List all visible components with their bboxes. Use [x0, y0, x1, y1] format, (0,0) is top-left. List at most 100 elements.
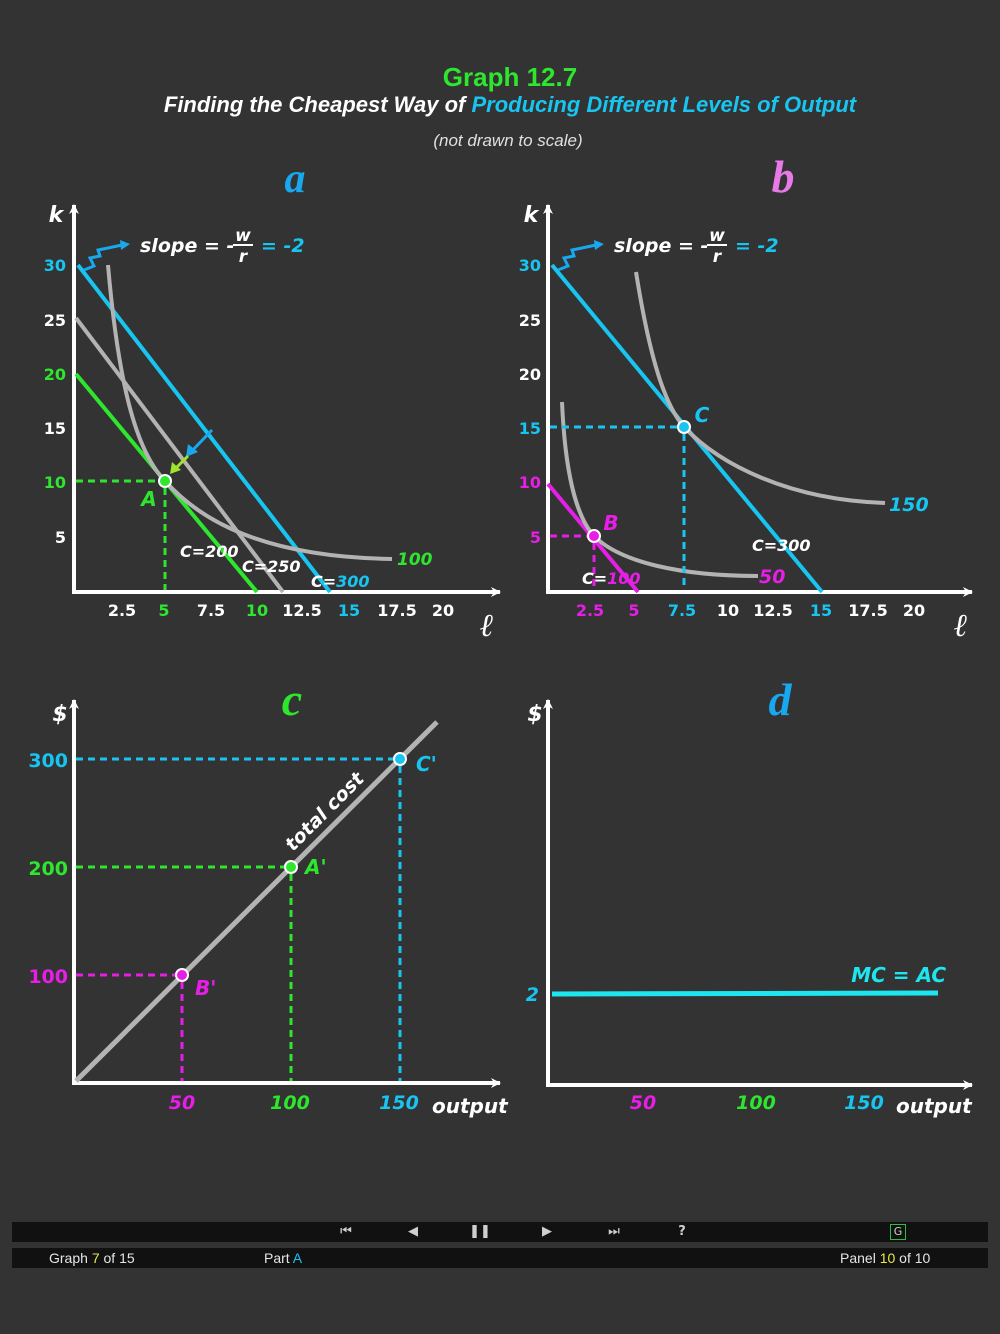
isocost-label-200: C=200 — [180, 542, 239, 561]
panel-c: $ output 50 100 150 100 200 300 total co… — [28, 699, 509, 1118]
isocost-label-100-b: C=100 — [582, 569, 641, 588]
panel-letter-b: b — [772, 151, 795, 202]
panel-b-ytick: 10 — [519, 473, 541, 492]
point-aprime — [284, 860, 298, 874]
point-b — [587, 529, 601, 543]
panel-letter-c: c — [282, 674, 302, 725]
panel-counter-label: Panel — [840, 1250, 880, 1266]
point-a — [158, 474, 172, 488]
part-label: Part — [264, 1250, 293, 1266]
isocost-300-a — [76, 263, 332, 594]
scale-note: (not drawn to scale) — [433, 131, 582, 150]
panel-c-xtick: 100 — [270, 1092, 310, 1114]
slope-pointer-a-head — [120, 240, 130, 250]
panel-b-ytick: 25 — [519, 311, 541, 330]
panel-b-xtick: 7.5 — [668, 601, 696, 620]
point-cprime-label: C' — [416, 752, 437, 776]
graph-counter: Graph 7 of 15 — [49, 1248, 135, 1268]
graph-title: Graph 12.7 — [443, 62, 577, 92]
point-bprime-label: B' — [195, 976, 216, 1000]
panel-a-xtick: 20 — [432, 601, 454, 620]
previous-button[interactable]: ◀ — [408, 1224, 418, 1239]
graph-subtitle: Finding the Cheapest Way of Producing Di… — [164, 92, 858, 117]
panel-counter: Panel 10 of 10 — [840, 1248, 930, 1268]
panel-b-ytick: 20 — [519, 365, 541, 384]
panel-b-ytick: 5 — [530, 528, 541, 547]
slope-value-a: = -2 — [261, 235, 305, 257]
slope-den-a: r — [239, 247, 249, 267]
point-c-label: C — [695, 403, 710, 427]
help-button[interactable]: ? — [678, 1224, 686, 1239]
panel-d-ytick: 2 — [526, 984, 539, 1006]
point-aprime-label: A' — [303, 855, 327, 879]
isocost-300-prefix: C= — [311, 572, 336, 591]
slope-text-a: slope = - — [140, 235, 234, 257]
mc-ac-line — [551, 990, 939, 997]
pointer-arrow-green-head — [170, 462, 181, 474]
isoquant-150-b — [634, 271, 886, 505]
graph-counter-number: 7 — [91, 1250, 100, 1266]
total-cost-label: total cost — [281, 767, 369, 855]
pointer-arrow-blue-head — [186, 444, 198, 457]
panel-a-xtick: 12.5 — [282, 601, 321, 620]
panel-d-xtick: 150 — [844, 1092, 884, 1114]
panel-c-xtick: 50 — [169, 1092, 195, 1114]
panel-b-xtick: 10 — [717, 601, 739, 620]
next-button[interactable]: ▶ — [542, 1224, 552, 1239]
point-c — [677, 420, 691, 434]
isoquant-label-100: 100 — [397, 550, 433, 570]
slope-pointer-b-head — [594, 240, 604, 250]
panel-d-x-label: output — [896, 1094, 973, 1118]
slope-pointer-b — [557, 243, 597, 272]
mc-ac-label: MC = AC — [851, 963, 946, 987]
panel-a-xtick: 7.5 — [197, 601, 225, 620]
last-button[interactable]: ⏭ — [608, 1224, 620, 1239]
subtitle-part1: Finding the Cheapest Way of — [164, 92, 472, 117]
pause-button[interactable]: ❚❚ — [469, 1224, 491, 1239]
panel-c-y-label: $ — [52, 702, 67, 727]
slope-pointer-a — [83, 243, 123, 272]
panel-d: $ output 50 100 150 2 MC = AC — [526, 699, 973, 1118]
panel-counter-total: of 10 — [895, 1250, 931, 1266]
panel-c-x-label: output — [432, 1094, 509, 1118]
panel-a-ytick: 5 — [55, 528, 66, 547]
total-cost-line — [74, 720, 439, 1083]
isocost-label-250: C=250 — [242, 557, 301, 576]
point-bprime — [175, 968, 189, 982]
panel-b-ytick: 15 — [519, 419, 541, 438]
point-cprime — [393, 752, 407, 766]
status-bar: Graph 7 of 15 Part A Panel 10 of 10 — [12, 1248, 988, 1268]
first-button[interactable]: ⏮ — [340, 1224, 352, 1239]
panel-a: k ℓ 2.5 5 7.5 10 12.5 15 17.5 20 5 10 15… — [44, 203, 501, 644]
slope-value-b: = -2 — [735, 235, 779, 257]
panel-a-xtick: 5 — [158, 601, 169, 620]
subtitle-part2: Producing Different Levels of Output — [472, 92, 858, 117]
panel-a-x-label: ℓ — [479, 606, 493, 644]
point-a-label: A — [139, 487, 156, 511]
panel-a-ytick: 15 — [44, 419, 66, 438]
playback-toolbar: ⏮ ◀ ❚❚ ▶ ⏭ ? G — [12, 1222, 988, 1242]
isocost-100-value: 100 — [607, 569, 640, 588]
panel-a-ytick: 20 — [44, 365, 66, 384]
panel-d-xtick: 100 — [736, 1092, 776, 1114]
panel-b-ytick: 30 — [519, 256, 541, 275]
isoquant-label-150: 150 — [889, 494, 929, 516]
part-indicator: Part A — [264, 1248, 302, 1268]
point-b-label: B — [603, 511, 618, 535]
part-value: A — [292, 1250, 303, 1266]
panel-letter-d: d — [769, 674, 793, 725]
slope-num-a: w — [235, 226, 251, 246]
panel-b-xtick: 5 — [628, 601, 639, 620]
panel-b-xtick: 2.5 — [576, 601, 604, 620]
graph-menu-button[interactable]: G — [890, 1224, 906, 1240]
slope-text-b: slope = - — [614, 235, 708, 257]
panel-a-ytick: 30 — [44, 256, 66, 275]
panel-b-y-label: k — [524, 203, 540, 228]
panel-a-xtick: 10 — [246, 601, 268, 620]
slope-num-b: w — [709, 226, 725, 246]
panel-a-xtick: 15 — [338, 601, 360, 620]
panel-a-y-label: k — [49, 203, 65, 228]
panel-c-xtick: 150 — [379, 1092, 419, 1114]
panel-c-ytick: 300 — [28, 750, 68, 772]
